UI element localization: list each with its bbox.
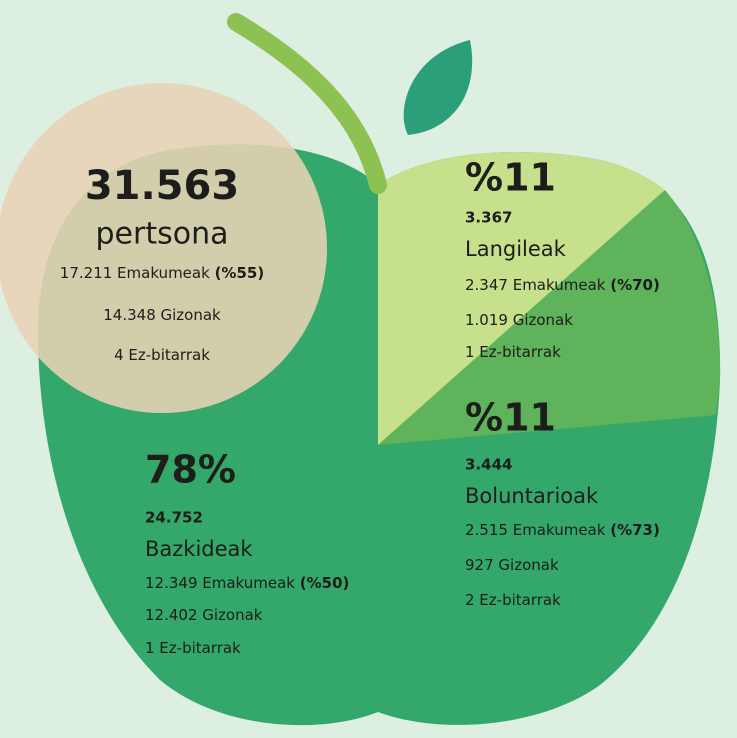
line-text: 4 Ez-bitarrak	[114, 346, 210, 364]
group-label: Boluntarioak	[465, 484, 599, 508]
boluntarioak-slice	[378, 190, 721, 445]
group-percent: 78%	[145, 448, 236, 492]
texts: 17.211 Emakumeak (%55) 14.348 Gizonak 4 Ez…	[60, 156, 660, 657]
line-share: (%70)	[610, 276, 660, 294]
info-line: 1 Ez-bitarrak	[465, 343, 561, 361]
info-line: 12.349 Emakumeak (%50)	[145, 574, 349, 592]
line-share: (%55)	[215, 264, 265, 282]
info-line: 1.019 Gizonak	[465, 311, 573, 329]
line-text: 12.349 Emakumeak	[145, 574, 295, 592]
line-text: 2.515 Emakumeak	[465, 521, 606, 539]
info-line: 4 Ez-bitarrak	[114, 346, 210, 364]
line-text: 2 Ez-bitarrak	[465, 591, 561, 609]
group-label: Bazkideak	[145, 537, 253, 561]
line-share: (%50)	[300, 574, 350, 592]
langileak-slice	[378, 152, 665, 445]
info-line: 14.348 Gizonak	[103, 306, 221, 324]
leaf	[403, 40, 473, 135]
line-text: 17.211 Emakumeak	[60, 264, 210, 282]
info-line: 2 Ez-bitarrak	[465, 591, 561, 609]
info-line: 2.347 Emakumeak (%70)	[465, 276, 660, 294]
info-line: 927 Gizonak	[465, 556, 559, 574]
line-text: 1 Ez-bitarrak	[465, 343, 561, 361]
total-circle	[0, 83, 327, 413]
info-line: 1 Ez-bitarrak	[145, 639, 241, 657]
line-share: (%73)	[610, 521, 660, 539]
group-percent: %11	[465, 156, 556, 200]
info-line: 12.402 Gizonak	[145, 606, 263, 624]
group-count: 24.752	[145, 509, 203, 527]
total: 31.563 pertsona	[85, 163, 239, 252]
line-text: 1.019 Gizonak	[465, 311, 573, 329]
group-count: 3.367	[465, 209, 512, 227]
group-percent: %11	[465, 396, 556, 440]
line-text: 12.402 Gizonak	[145, 606, 263, 624]
line-text: 1 Ez-bitarrak	[145, 639, 241, 657]
group-count: 3.444	[465, 456, 512, 474]
group-label: Langileak	[465, 237, 567, 261]
line-text: 2.347 Emakumeak	[465, 276, 606, 294]
total-unit: pertsona	[96, 217, 229, 252]
line-text: 927 Gizonak	[465, 556, 559, 574]
info-line: 2.515 Emakumeak (%73)	[465, 521, 660, 539]
line-text: 14.348 Gizonak	[103, 306, 221, 324]
stem	[227, 13, 387, 194]
info-line: 17.211 Emakumeak (%55)	[60, 264, 264, 282]
total-number: 31.563	[85, 163, 239, 209]
